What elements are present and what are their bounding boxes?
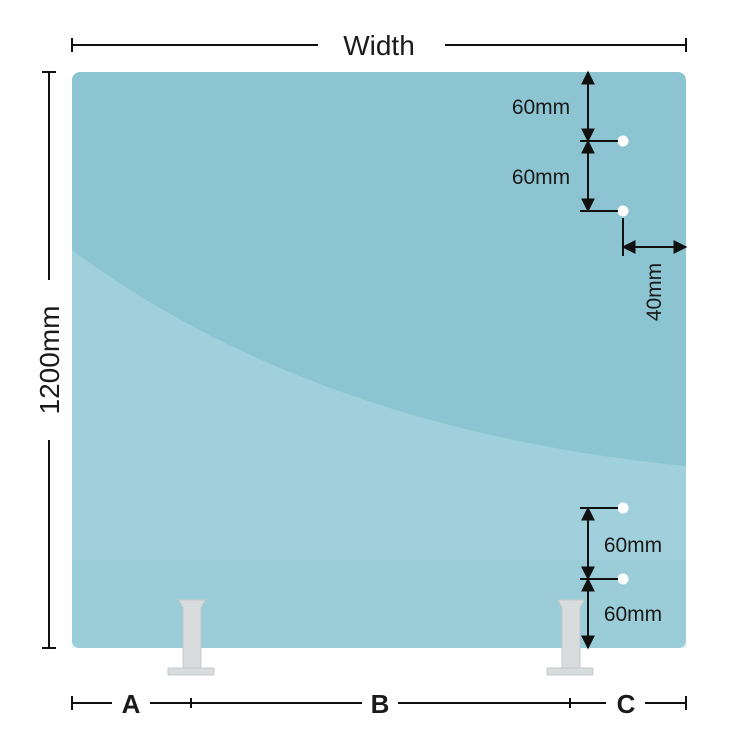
left-foot bbox=[167, 599, 215, 676]
width-dimension bbox=[71, 38, 687, 52]
hole-top-2 bbox=[617, 205, 629, 217]
height-label: 1200mm bbox=[34, 306, 65, 415]
width-label: Width bbox=[343, 30, 415, 61]
segment-a-label: A bbox=[122, 689, 141, 719]
bottom-segments-dimension bbox=[71, 696, 687, 710]
hole-bottom-2 bbox=[617, 573, 629, 585]
top-spacing-label-1: 60mm bbox=[512, 96, 570, 119]
right-foot bbox=[546, 599, 594, 676]
top-spacing-label-2: 60mm bbox=[512, 166, 570, 189]
screen-panel bbox=[72, 72, 686, 648]
mounting-holes bbox=[617, 135, 629, 585]
bottom-hole-dimensions bbox=[580, 506, 618, 650]
bottom-spacing-label-1: 60mm bbox=[604, 534, 662, 557]
height-dimension bbox=[42, 71, 56, 649]
segment-b-label: B bbox=[371, 689, 390, 719]
edge-offset-label: 40mm bbox=[643, 263, 666, 321]
hole-bottom-1 bbox=[617, 502, 629, 514]
top-hole-dimensions bbox=[580, 70, 688, 256]
bottom-spacing-label-2: 60mm bbox=[604, 603, 662, 626]
hole-top-1 bbox=[617, 135, 629, 147]
segment-c-label: C bbox=[617, 689, 636, 719]
